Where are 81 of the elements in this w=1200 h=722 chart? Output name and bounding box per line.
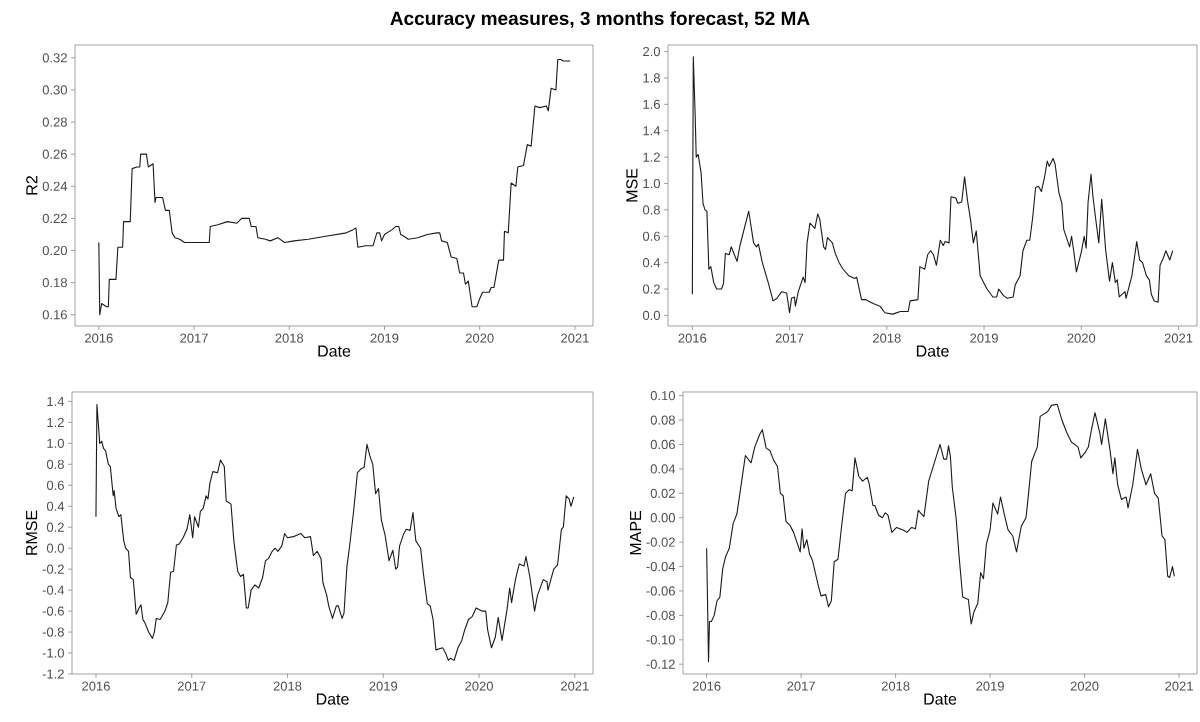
x-tick-label: 2021	[561, 333, 589, 343]
y-tick-label: 0.16	[42, 310, 67, 320]
x-tick-label: 2019	[370, 333, 399, 343]
chart-title: Accuracy measures, 3 months forecast, 52 MA	[390, 11, 810, 29]
y-tick-label: -0.08	[646, 610, 675, 620]
y-axis-title: MSE	[626, 168, 638, 202]
y-tick-label: 0.08	[650, 415, 675, 425]
x-tick-label: 2020	[1070, 681, 1099, 691]
y-axis-title: R2	[26, 176, 38, 195]
line-series	[95, 404, 575, 661]
y-tick-label: 0.18	[42, 278, 67, 288]
y-tick-label: 0.2	[46, 522, 64, 532]
y-tick-label: -0.06	[646, 586, 675, 596]
y-tick-label: 1.0	[47, 438, 64, 448]
y-tick-label: 0.30	[42, 85, 67, 95]
y-tick-label: 0.6	[46, 480, 64, 490]
y-tick-label: 0.10	[650, 391, 675, 401]
x-tick-label: 2018	[873, 333, 901, 343]
x-axis-title: Date	[316, 693, 349, 705]
x-tick-label: 2021	[1165, 681, 1193, 691]
y-tick-label: 0.6	[642, 231, 660, 241]
y-tick-label: 0.02	[650, 488, 675, 498]
x-tick-label: 2018	[275, 333, 304, 343]
y-tick-label: 0.2	[642, 284, 660, 294]
x-tick-label: 2016	[678, 333, 707, 343]
x-tick-label: 2017	[775, 333, 804, 343]
y-tick-label: 0.20	[42, 245, 67, 256]
x-tick-label: 2018	[273, 681, 302, 691]
y-tick-label: 0.26	[42, 149, 67, 159]
x-tick-label: 2020	[465, 333, 494, 343]
x-tick-label: 2021	[1164, 333, 1193, 343]
x-axis-title: Date	[924, 693, 957, 705]
y-tick-label: 0.8	[46, 459, 64, 469]
x-tick-label: 2016	[82, 681, 110, 691]
y-tick-label: 0.24	[42, 181, 68, 191]
y-tick-label: -0.2	[42, 564, 64, 574]
y-tick-label: 0.0	[46, 543, 64, 553]
x-tick-label: 2017	[787, 681, 815, 691]
x-tick-label: 2019	[970, 333, 998, 343]
y-tick-label: 1.0	[643, 178, 660, 189]
y-tick-label: 0.32	[42, 53, 67, 63]
y-axis-title: RMSE	[25, 510, 38, 555]
y-tick-label: -1.0	[42, 648, 64, 658]
x-tick-label: 2018	[881, 681, 910, 691]
x-tick-label: 2017	[177, 681, 206, 691]
y-axis-title: MAPE	[630, 511, 642, 555]
x-axis-title: Date	[318, 345, 351, 357]
y-tick-label: 0.00	[650, 513, 675, 523]
y-tick-label: 1.8	[643, 73, 660, 83]
y-tick-label: -1.2	[42, 669, 64, 679]
y-tick-label: 0.4	[46, 501, 65, 511]
y-tick-label: 0.22	[42, 213, 67, 223]
x-tick-label: 2016	[85, 333, 113, 343]
y-tick-label: 1.2	[47, 417, 64, 427]
y-tick-label: -0.04	[646, 561, 676, 572]
y-tick-label: 2.0	[643, 46, 660, 57]
y-tick-label: 1.2	[643, 152, 660, 162]
y-tick-label: 0.06	[650, 439, 675, 450]
x-tick-label: 2017	[180, 333, 208, 343]
y-tick-label: 0.04	[650, 464, 676, 474]
y-tick-label: -0.10	[646, 635, 675, 645]
x-tick-label: 2020	[465, 681, 493, 691]
y-tick-label: -0.12	[646, 659, 675, 669]
x-axis-title: Date	[916, 345, 949, 357]
line-series	[691, 56, 1174, 315]
x-tick-label: 2020	[1067, 333, 1096, 343]
y-tick-label: -0.8	[42, 627, 64, 637]
y-tick-label: 0.0	[642, 310, 660, 321]
y-tick-label: -0.02	[646, 537, 675, 547]
x-tick-label: 2019	[976, 681, 1004, 691]
y-tick-label: -0.6	[42, 606, 64, 616]
y-tick-label: -0.4	[42, 585, 65, 595]
y-tick-label: 1.4	[47, 396, 65, 406]
x-tick-label: 2021	[561, 681, 589, 691]
y-tick-label: 0.28	[42, 117, 67, 127]
y-tick-label: 1.4	[643, 126, 661, 136]
y-tick-label: 0.4	[642, 258, 661, 268]
y-tick-label: 1.6	[643, 99, 660, 109]
y-tick-label: 0.8	[642, 205, 660, 215]
x-tick-label: 2016	[692, 681, 721, 691]
x-tick-label: 2019	[369, 681, 398, 691]
